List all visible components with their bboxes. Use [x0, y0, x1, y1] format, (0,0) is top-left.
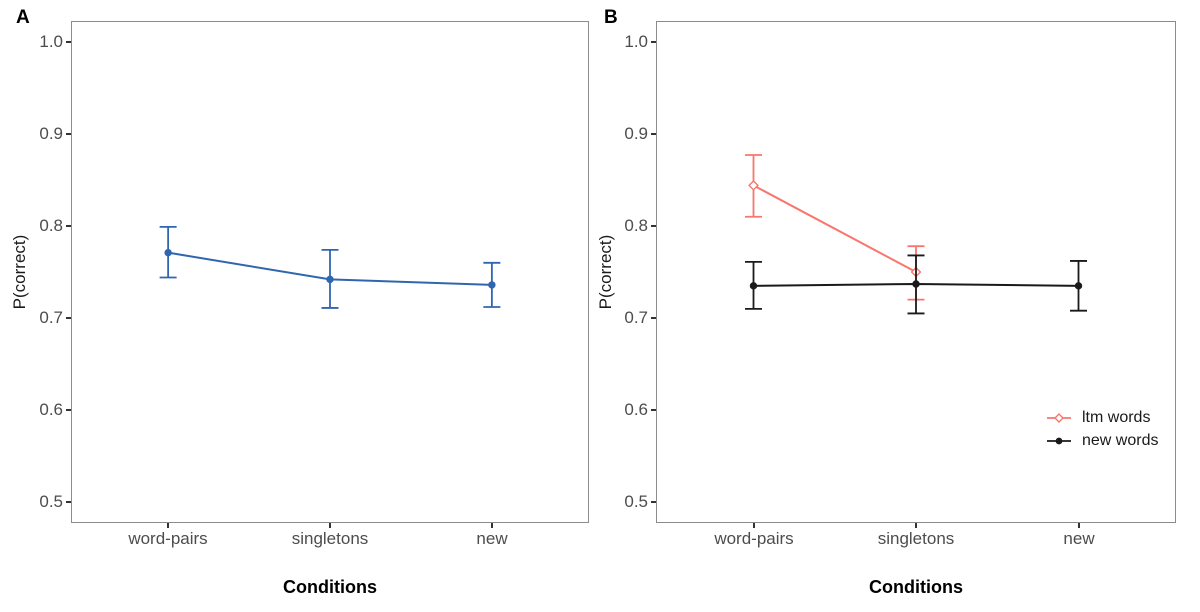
tick-mark [66, 501, 71, 503]
legend-item-new-words: new words [1046, 430, 1158, 451]
data-point-marker [749, 282, 758, 290]
panel-a-ytick-label: 0.7 [39, 308, 63, 327]
panel-b-x-axis-title: Conditions [869, 577, 963, 597]
tick-mark [66, 225, 71, 227]
legend-key-new-words-icon [1047, 437, 1071, 444]
tick-mark [167, 523, 169, 528]
data-point-marker [1054, 412, 1064, 423]
tick-mark [651, 41, 656, 43]
panel-a-chart [159, 225, 501, 309]
data-point-marker [1055, 437, 1063, 444]
panel-b-ytick-label: 0.6 [624, 400, 648, 419]
panel-b-xtick-word-pairs: word-pairs [714, 529, 794, 548]
panel-b-ytick-label: 0.8 [624, 216, 648, 235]
tick-mark [491, 523, 493, 528]
tick-mark [66, 317, 71, 319]
panel-b-ytick-label: 0.9 [624, 124, 648, 143]
tick-mark [651, 409, 656, 411]
panel-b-label: B [604, 7, 618, 28]
data-point-marker [488, 281, 496, 289]
panel-a-ytick-label: 0.5 [39, 492, 63, 511]
panel-a-ytick-label: 0.6 [39, 400, 63, 419]
panel-a-ytick-label: 1.0 [39, 32, 63, 51]
data-point-marker [326, 275, 334, 284]
panel-a-y-axis-title: P(correct) [10, 234, 29, 310]
panel-a-label: A [16, 7, 30, 28]
panel-a-ytick-label: 0.8 [39, 216, 63, 235]
panel-a-xtick-word-pairs: word-pairs [128, 529, 208, 548]
panel-b-xtick-singletons: singletons [877, 529, 955, 548]
tick-mark [753, 523, 755, 528]
tick-mark [1078, 523, 1080, 528]
panel-a-xtick-singletons: singletons [291, 529, 369, 548]
panel-a-x-axis-title: Conditions [283, 577, 377, 597]
tick-mark [651, 225, 656, 227]
tick-mark [329, 523, 331, 528]
series-line [753, 184, 917, 273]
panel-a-ytick-label: 0.9 [39, 124, 63, 143]
data-point-marker [164, 248, 172, 257]
legend-label-ltm-words: ltm words [1082, 408, 1151, 426]
legend: ltm words new words [1046, 407, 1158, 451]
panel-b-ytick-label: 0.7 [624, 308, 648, 327]
tick-mark [915, 523, 917, 528]
panel-a-xtick-new: new [476, 529, 508, 548]
tick-mark [651, 501, 656, 503]
panel-b-ytick-label: 0.5 [624, 492, 648, 511]
data-point-marker [1074, 282, 1083, 290]
legend-label-new-words: new words [1082, 431, 1159, 449]
panel-b-xtick-new: new [1063, 529, 1095, 548]
panel-b-chart [745, 154, 1087, 315]
tick-mark [66, 41, 71, 43]
panel-b-ytick-label: 1.0 [624, 32, 648, 51]
panel-b-y-axis-title: P(correct) [596, 234, 615, 310]
tick-mark [66, 133, 71, 135]
data-point-marker [912, 280, 920, 288]
tick-mark [66, 409, 71, 411]
tick-mark [651, 133, 656, 135]
tick-mark [651, 317, 656, 319]
data-point-marker [748, 180, 759, 191]
legend-item-ltm-words: ltm words [1046, 407, 1158, 428]
legend-key-ltm-words-icon [1047, 412, 1071, 423]
